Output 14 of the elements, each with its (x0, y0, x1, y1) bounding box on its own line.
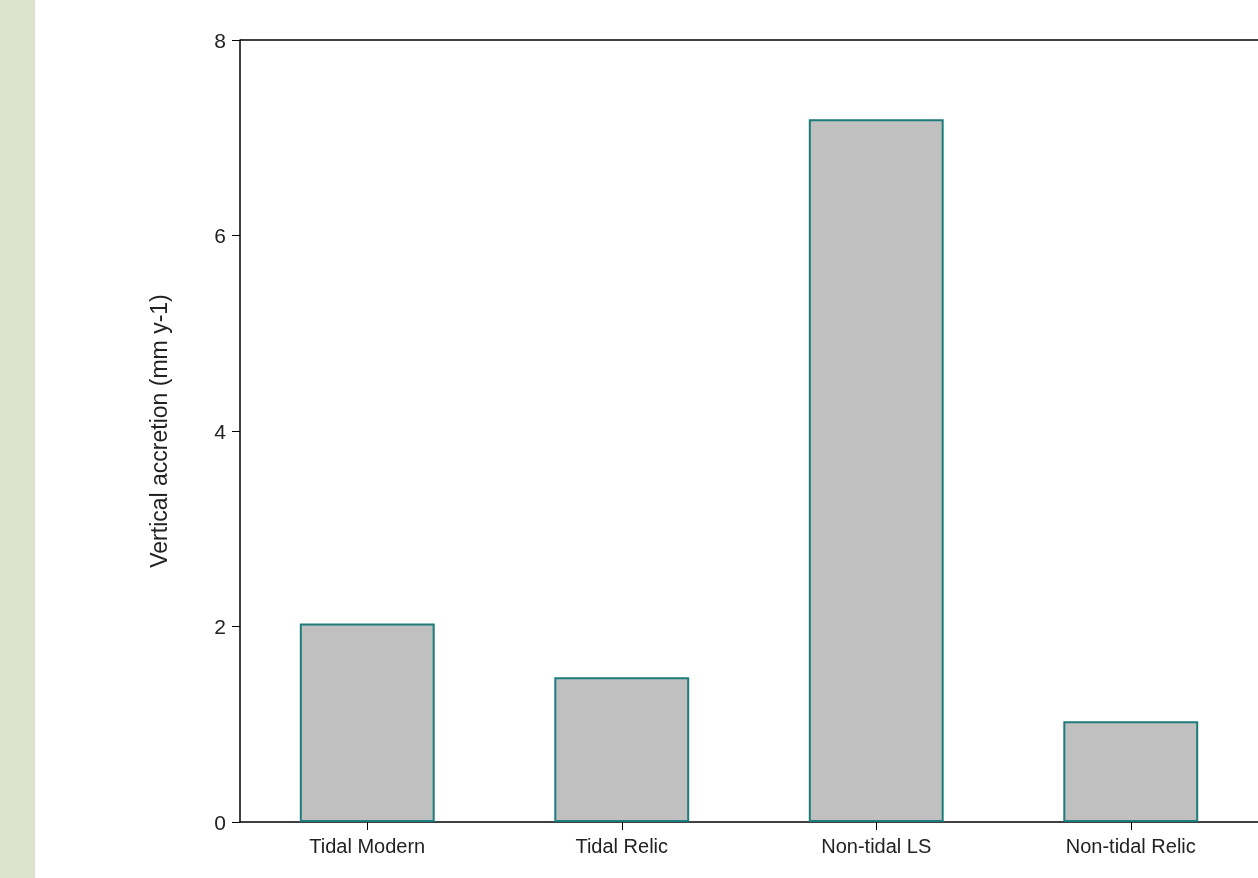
y-tick-label: 2 (214, 615, 226, 638)
x-tick-label: Non-tidal LS (821, 835, 932, 857)
y-tick-label: 0 (214, 810, 226, 834)
bar (1063, 721, 1199, 822)
y-axis-title: Vertical accretion (mm y-1) (145, 294, 172, 568)
x-tick-label: Tidal Relic (575, 835, 669, 857)
bar (808, 119, 944, 822)
bar (299, 623, 435, 822)
bar (554, 677, 690, 822)
y-tick-label: 4 (214, 419, 227, 443)
x-tick-label: Tidal Modern (309, 835, 426, 857)
y-tick-label: 8 (214, 28, 226, 52)
y-tick-label: 6 (214, 224, 226, 247)
x-tick-label: Non-tidal Relic (1065, 835, 1196, 857)
